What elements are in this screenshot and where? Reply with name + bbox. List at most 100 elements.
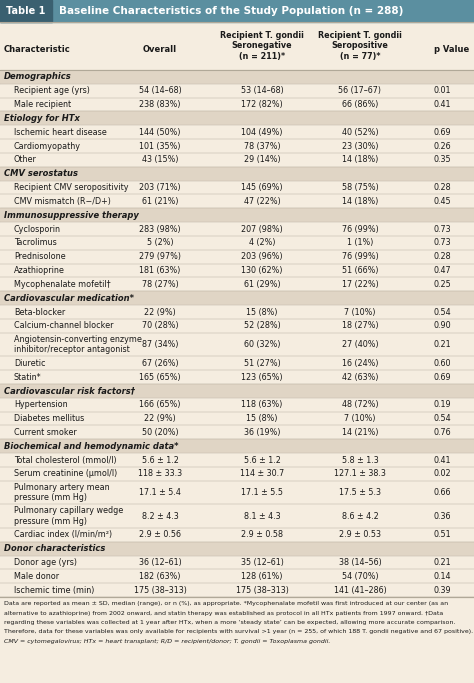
Text: 165 (65%): 165 (65%) xyxy=(139,372,181,382)
Text: Mycophenalate mofetil†: Mycophenalate mofetil† xyxy=(14,280,110,289)
Text: 15 (8%): 15 (8%) xyxy=(246,307,278,316)
Text: Recipient CMV seropositivity: Recipient CMV seropositivity xyxy=(14,183,128,192)
Text: Recipient age (yrs): Recipient age (yrs) xyxy=(14,86,90,95)
Text: 15 (8%): 15 (8%) xyxy=(246,414,278,423)
Text: Characteristic: Characteristic xyxy=(4,46,71,55)
Text: 78 (37%): 78 (37%) xyxy=(244,141,280,150)
Text: 17 (22%): 17 (22%) xyxy=(342,280,378,289)
Text: 2.9 ± 0.58: 2.9 ± 0.58 xyxy=(241,530,283,540)
Text: 172 (82%): 172 (82%) xyxy=(241,100,283,109)
Text: 5.6 ± 1.2: 5.6 ± 1.2 xyxy=(142,456,178,464)
Text: 29 (14%): 29 (14%) xyxy=(244,156,280,165)
Text: Table 1: Table 1 xyxy=(6,6,46,16)
Bar xyxy=(0,528,474,542)
Text: 0.36: 0.36 xyxy=(434,512,452,520)
Bar xyxy=(0,0,474,22)
Text: Ischemic time (min): Ischemic time (min) xyxy=(14,585,94,595)
Text: 123 (65%): 123 (65%) xyxy=(241,372,283,382)
Text: Cardiovascular risk factors†: Cardiovascular risk factors† xyxy=(4,387,135,395)
Text: 87 (34%): 87 (34%) xyxy=(142,340,178,349)
Text: 283 (98%): 283 (98%) xyxy=(139,225,181,234)
Text: 203 (96%): 203 (96%) xyxy=(241,252,283,261)
Text: 60 (32%): 60 (32%) xyxy=(244,340,280,349)
Text: Male recipient: Male recipient xyxy=(14,100,71,109)
Text: 0.14: 0.14 xyxy=(434,572,452,581)
Text: 14 (18%): 14 (18%) xyxy=(342,197,378,206)
Text: 279 (97%): 279 (97%) xyxy=(139,252,181,261)
Text: 0.28: 0.28 xyxy=(434,252,452,261)
Bar xyxy=(0,426,474,439)
Text: 144 (50%): 144 (50%) xyxy=(139,128,181,137)
Text: 5.6 ± 1.2: 5.6 ± 1.2 xyxy=(244,456,281,464)
Text: 0.19: 0.19 xyxy=(434,400,452,409)
Text: 18 (27%): 18 (27%) xyxy=(342,322,378,331)
Text: 36 (19%): 36 (19%) xyxy=(244,428,280,437)
Bar xyxy=(0,453,474,467)
Text: Statin*: Statin* xyxy=(14,372,42,382)
Text: 36 (12–61): 36 (12–61) xyxy=(138,558,182,567)
Text: 14 (18%): 14 (18%) xyxy=(342,156,378,165)
Text: Data are reported as mean ± SD, median (range), or n (%), as appropriate. *Mycop: Data are reported as mean ± SD, median (… xyxy=(4,601,448,606)
Text: 56 (17–67): 56 (17–67) xyxy=(338,86,382,95)
Bar xyxy=(0,153,474,167)
Bar xyxy=(0,264,474,277)
Text: 104 (49%): 104 (49%) xyxy=(241,128,283,137)
Text: 22 (9%): 22 (9%) xyxy=(144,414,176,423)
Text: 2.9 ± 0.56: 2.9 ± 0.56 xyxy=(139,530,181,540)
Text: 0.35: 0.35 xyxy=(434,156,452,165)
Text: 118 (63%): 118 (63%) xyxy=(241,400,283,409)
Bar xyxy=(0,292,474,305)
Text: 52 (28%): 52 (28%) xyxy=(244,322,281,331)
Text: Hypertension: Hypertension xyxy=(14,400,68,409)
Text: 48 (72%): 48 (72%) xyxy=(342,400,378,409)
Text: 51 (27%): 51 (27%) xyxy=(244,359,281,367)
Text: 0.01: 0.01 xyxy=(434,86,452,95)
Text: Immunosuppressive therapy: Immunosuppressive therapy xyxy=(4,211,139,220)
Bar xyxy=(0,195,474,208)
Text: 175 (38–313): 175 (38–313) xyxy=(134,585,186,595)
Bar xyxy=(0,84,474,98)
Text: 207 (98%): 207 (98%) xyxy=(241,225,283,234)
Text: 61 (21%): 61 (21%) xyxy=(142,197,178,206)
Text: 238 (83%): 238 (83%) xyxy=(139,100,181,109)
Text: regarding these variables was collected at 1 year after HTx, when a more ‘steady: regarding these variables was collected … xyxy=(4,620,456,625)
Text: CMV mismatch (R−/D+): CMV mismatch (R−/D+) xyxy=(14,197,111,206)
Text: 35 (12–61): 35 (12–61) xyxy=(241,558,283,567)
Bar xyxy=(0,370,474,384)
Text: 130 (62%): 130 (62%) xyxy=(241,266,283,275)
Text: 127.1 ± 38.3: 127.1 ± 38.3 xyxy=(334,469,386,478)
Text: 40 (52%): 40 (52%) xyxy=(342,128,378,137)
Text: 0.54: 0.54 xyxy=(434,307,452,316)
Text: 43 (15%): 43 (15%) xyxy=(142,156,178,165)
Text: Current smoker: Current smoker xyxy=(14,428,77,437)
Text: 50 (20%): 50 (20%) xyxy=(142,428,178,437)
Text: 0.02: 0.02 xyxy=(434,469,452,478)
Text: Recipient T. gondii
Seropositive
(n = 77)*: Recipient T. gondii Seropositive (n = 77… xyxy=(318,31,402,61)
Bar xyxy=(0,357,474,370)
Text: Cardiovascular medication*: Cardiovascular medication* xyxy=(4,294,134,303)
Text: Pulmonary artery mean
pressure (mm Hg): Pulmonary artery mean pressure (mm Hg) xyxy=(14,483,109,502)
Text: 7 (10%): 7 (10%) xyxy=(344,307,376,316)
Text: Serum creatinine (μmol/l): Serum creatinine (μmol/l) xyxy=(14,469,117,478)
Text: 0.69: 0.69 xyxy=(434,372,452,382)
Bar xyxy=(0,111,474,125)
Bar xyxy=(0,481,474,504)
Text: 0.26: 0.26 xyxy=(434,141,452,150)
Text: Calcium-channel blocker: Calcium-channel blocker xyxy=(14,322,113,331)
Text: 101 (35%): 101 (35%) xyxy=(139,141,181,150)
Text: Cardiomyopathy: Cardiomyopathy xyxy=(14,141,81,150)
Bar xyxy=(0,70,474,84)
Text: Beta-blocker: Beta-blocker xyxy=(14,307,65,316)
Text: Diabetes mellitus: Diabetes mellitus xyxy=(14,414,84,423)
Bar xyxy=(0,167,474,181)
Bar xyxy=(0,139,474,153)
Text: Therefore, data for these variables was only available for recipients with survi: Therefore, data for these variables was … xyxy=(4,630,473,635)
Text: Other: Other xyxy=(14,156,37,165)
Text: 0.39: 0.39 xyxy=(434,585,452,595)
Text: 58 (75%): 58 (75%) xyxy=(342,183,378,192)
Text: Demographics: Demographics xyxy=(4,72,72,81)
Text: 0.51: 0.51 xyxy=(434,530,452,540)
Bar xyxy=(0,250,474,264)
Text: Biochemical and hemodynamic data*: Biochemical and hemodynamic data* xyxy=(4,442,179,451)
Text: 181 (63%): 181 (63%) xyxy=(139,266,181,275)
